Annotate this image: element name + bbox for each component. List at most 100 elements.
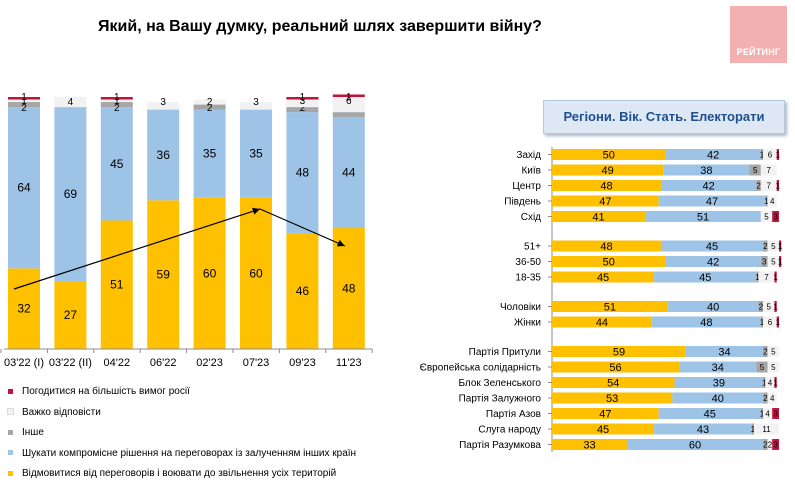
bar-segment: [672, 392, 764, 404]
bar-segment: [100, 99, 133, 103]
bar-segment: [100, 102, 133, 108]
bar-segment: [774, 271, 777, 283]
row-label: Центр: [512, 181, 541, 192]
data-label: 44: [342, 166, 356, 180]
legend-swatch: [8, 450, 13, 456]
data-label: 40: [712, 393, 724, 405]
data-label: 5: [760, 363, 765, 372]
data-label: 1: [776, 182, 781, 191]
bar-segment: [552, 439, 627, 450]
bar-segment: [760, 316, 764, 328]
bar-segment: [774, 301, 777, 312]
data-label: 34: [712, 362, 724, 374]
data-label: 2: [114, 103, 120, 114]
trend-arrow-down: [259, 208, 346, 247]
bar-segment: [760, 149, 764, 160]
bar-segment: [654, 423, 752, 435]
data-label: 42: [707, 257, 719, 269]
bar-segment: [767, 346, 779, 357]
row-label: Партія Азов: [486, 409, 541, 420]
data-label: 46: [296, 284, 310, 298]
data-label: 38: [700, 165, 712, 177]
data-label: 47: [599, 409, 611, 421]
data-label: 50: [603, 257, 615, 269]
bar-segment: [772, 408, 779, 419]
data-label: 5: [771, 348, 776, 357]
x-tick-label: 09'23: [289, 357, 316, 369]
legend-swatch: [8, 470, 13, 476]
bar-segment: [240, 109, 272, 198]
data-label: 2: [207, 97, 213, 108]
data-label: 2: [759, 303, 764, 312]
data-label: 5: [771, 258, 776, 267]
bar-segment: [754, 423, 779, 435]
data-label: 7: [764, 273, 769, 282]
bar-segment: [193, 104, 226, 110]
bar-segment: [552, 346, 686, 357]
bar-segment: [765, 377, 775, 388]
bar-segment: [776, 149, 779, 160]
bar-segment: [767, 439, 773, 450]
data-label: 1: [300, 92, 306, 103]
data-label: 48: [600, 181, 612, 193]
data-label: 1: [778, 258, 783, 267]
bar-segment: [626, 439, 764, 450]
data-label: 35: [203, 147, 217, 161]
bar-segment: [749, 164, 761, 176]
data-label: 60: [249, 266, 263, 280]
data-label: 1: [764, 197, 769, 206]
bar-segment: [193, 99, 226, 105]
bar-segment: [100, 220, 133, 349]
data-label: 48: [700, 317, 712, 329]
bar-segment: [552, 256, 666, 267]
bar-segment: [763, 149, 777, 160]
bar-segment: [8, 107, 40, 269]
data-label: 51: [604, 302, 616, 314]
row-label: 36-50: [515, 257, 541, 268]
x-tick-label: 06'22: [150, 357, 177, 369]
legend-item: Погодитися на більшість вимог росії: [8, 386, 190, 397]
data-label: 39: [713, 378, 725, 390]
legend-item: Важко відповісти: [7, 407, 101, 418]
row-label: Південь: [504, 197, 541, 208]
bar-segment: [286, 107, 319, 113]
data-label: 2: [763, 394, 768, 403]
bar-segment: [645, 211, 761, 222]
trend-arrow-up: [13, 207, 261, 290]
data-label: 60: [689, 440, 701, 452]
data-label: 27: [64, 308, 78, 322]
data-label: 5: [771, 242, 776, 251]
data-label: 6: [768, 318, 773, 327]
data-label: 47: [599, 196, 611, 208]
data-label: 4: [765, 410, 770, 419]
bar-segment: [552, 301, 668, 312]
bar-segment: [286, 112, 319, 234]
bar-segment: [8, 97, 40, 100]
data-label: 6: [346, 96, 352, 107]
bar-segment: [332, 117, 365, 229]
bar-segment: [767, 392, 777, 404]
row-label: Європейська солідарність: [420, 363, 541, 374]
bar-segment: [552, 423, 655, 435]
x-tick-label: 03'22 (I): [4, 357, 44, 369]
bar-segment: [776, 180, 779, 191]
data-label: 3: [762, 258, 767, 267]
bar-segment: [760, 180, 777, 191]
bar-segment: [663, 164, 750, 176]
bar-segment: [147, 102, 180, 110]
legend-label: Погодитися на більшість вимог росії: [22, 386, 190, 397]
bar-segment: [552, 271, 655, 283]
bar-segment: [552, 392, 673, 404]
data-label: 4: [770, 394, 775, 403]
bar-segment: [772, 211, 779, 222]
legend-swatch: [8, 388, 13, 394]
bar-segment: [767, 195, 777, 207]
bar-segment: [240, 197, 272, 349]
data-label: 3: [253, 97, 259, 108]
data-label: 45: [706, 241, 718, 253]
bar-segment: [674, 377, 764, 388]
data-label: 56: [609, 362, 621, 374]
bar-segment: [552, 180, 661, 191]
bar-segment: [552, 240, 661, 252]
bar-segment: [765, 195, 768, 207]
